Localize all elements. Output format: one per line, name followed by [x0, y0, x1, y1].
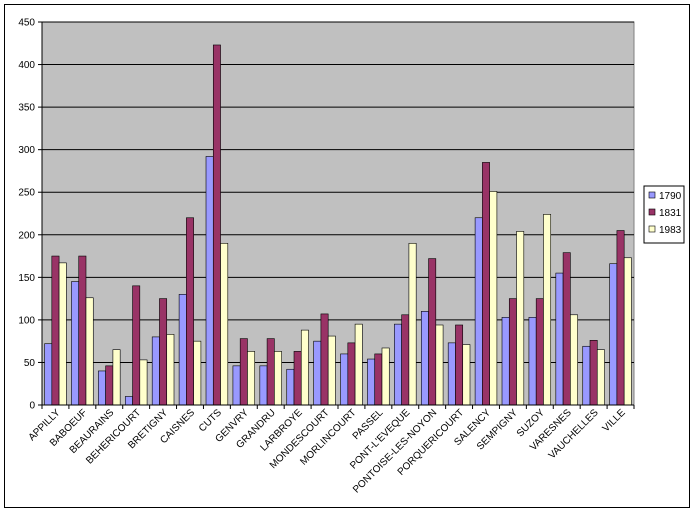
bar-1831: [320, 313, 329, 406]
bar-1790: [71, 281, 80, 406]
y-tick-label: 300: [18, 145, 35, 156]
bar-1831: [562, 252, 571, 406]
bar-1790: [178, 294, 187, 406]
bar-1983: [112, 349, 121, 406]
bar-1983: [247, 351, 256, 406]
bar-1983: [354, 323, 363, 406]
bar-1983: [462, 344, 471, 406]
bar-1983: [408, 242, 417, 406]
bar-1790: [394, 323, 402, 406]
bar-1831: [212, 44, 221, 406]
bar-1983: [623, 257, 632, 406]
bar-1983: [300, 329, 309, 406]
bar-1831: [132, 285, 141, 406]
y-tick-label: 200: [18, 230, 35, 241]
legend-swatch: [648, 191, 656, 199]
bar-1831: [239, 338, 248, 406]
bar-1983: [85, 297, 94, 406]
bar-1790: [313, 340, 322, 406]
bar-1983: [435, 324, 444, 406]
legend-swatch: [648, 208, 656, 216]
bar-1831: [455, 324, 464, 406]
bar-1831: [186, 217, 194, 406]
bar-1790: [44, 343, 53, 406]
bar-1983: [193, 340, 202, 406]
bar-1831: [401, 314, 410, 406]
bar-1790: [259, 365, 268, 406]
y-tick-label: 0: [29, 401, 35, 412]
bar-1790: [528, 317, 537, 406]
legend-label: 1790: [659, 191, 682, 202]
bar-1831: [535, 298, 544, 406]
legend-label: 1831: [659, 208, 682, 219]
bar-1790: [474, 217, 483, 406]
bar-1790: [555, 272, 564, 406]
bar-1983: [596, 349, 605, 406]
bar-1831: [266, 338, 275, 406]
bar-1983: [139, 359, 148, 406]
bar-1831: [159, 298, 168, 406]
bar-1790: [420, 311, 429, 406]
legend-label: 1983: [659, 225, 682, 236]
bar-1790: [286, 368, 295, 406]
bar-1790: [124, 396, 133, 406]
bar-1790: [151, 336, 160, 406]
x-tick-label: VAUCHELLES: [547, 407, 601, 461]
bar-1983: [274, 351, 282, 406]
bar-1983: [58, 262, 67, 406]
bar-1831: [374, 353, 383, 406]
y-tick-label: 100: [18, 315, 35, 326]
bar-1983: [327, 335, 336, 406]
bar-1790: [582, 345, 591, 406]
bar-1983: [489, 191, 498, 406]
bar-1983: [516, 231, 525, 406]
y-tick-label: 450: [18, 18, 35, 29]
bar-1983: [570, 314, 578, 406]
bar-1831: [616, 230, 625, 406]
bar-1831: [293, 351, 302, 406]
bar-1831: [105, 365, 114, 406]
bar-1831: [347, 342, 356, 406]
bar-1790: [447, 342, 456, 406]
bar-1831: [589, 340, 598, 406]
y-tick-label: 50: [24, 358, 36, 369]
bar-1831: [78, 255, 87, 406]
bar-1790: [501, 317, 510, 406]
bar-1831: [508, 298, 517, 406]
bar-1983: [166, 334, 175, 406]
bar-1790: [367, 358, 376, 406]
bar-1790: [609, 263, 618, 406]
y-tick-label: 250: [18, 188, 35, 199]
bar-1983: [543, 214, 552, 406]
bar-1790: [205, 156, 214, 406]
bar-1790: [232, 365, 241, 406]
bar-1831: [51, 255, 60, 406]
bar-1983: [381, 347, 390, 406]
y-tick-label: 150: [18, 273, 35, 284]
bar-1983: [220, 242, 229, 406]
legend-swatch: [648, 225, 656, 233]
y-tick-label: 350: [18, 103, 35, 114]
bar-1790: [340, 353, 349, 406]
bar-1831: [428, 258, 437, 406]
bar-1831: [482, 162, 490, 406]
bar-1790: [98, 370, 106, 406]
y-tick-label: 400: [18, 60, 35, 71]
x-tick-label: VILLE: [601, 407, 628, 434]
